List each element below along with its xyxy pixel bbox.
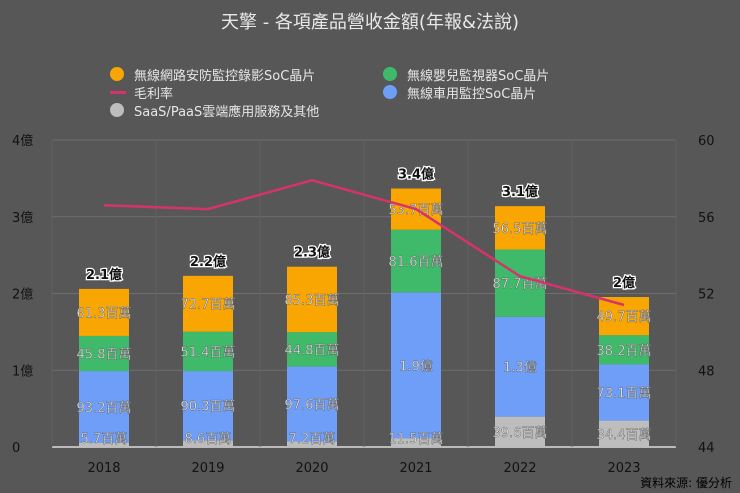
bar-data-label: 11.5百萬 bbox=[389, 432, 444, 447]
bar-data-label: 39.6百萬 bbox=[493, 426, 548, 441]
bar-data-label: 5.7百萬 bbox=[81, 432, 128, 447]
y-left-tick-label: 0 bbox=[12, 441, 20, 456]
legend-dot-icon bbox=[383, 85, 397, 99]
bar-total-label: 2.1億 bbox=[86, 267, 122, 283]
bar-segment bbox=[495, 416, 545, 447]
bar-segment bbox=[287, 366, 337, 442]
bar-total-label: 2.3億 bbox=[294, 245, 330, 261]
source-note: 資料來源: 優分析 bbox=[640, 476, 732, 490]
bar-total-label: 2億 bbox=[613, 275, 635, 291]
bar-data-label: 85.3百萬 bbox=[285, 293, 340, 308]
y-right-tick-label: 60 bbox=[698, 134, 715, 149]
bar-segment bbox=[599, 364, 649, 421]
bar-segment bbox=[79, 335, 129, 372]
bar-segment bbox=[79, 442, 129, 447]
y-left-tick-label: 2億 bbox=[12, 287, 33, 303]
legend-dot-icon bbox=[110, 103, 124, 117]
bar-data-label: 90.3百萬 bbox=[181, 400, 236, 415]
bar-data-label: 7.2百萬 bbox=[289, 432, 336, 447]
x-tick-label: 2020 bbox=[295, 461, 328, 476]
legend-item-margin: 毛利率 bbox=[110, 82, 173, 102]
bar-segment bbox=[287, 441, 337, 447]
bar-data-label: 56.5百萬 bbox=[493, 222, 548, 237]
bar-segment bbox=[183, 371, 233, 441]
bar-segment bbox=[183, 440, 233, 447]
bar-data-label: 97.6百萬 bbox=[285, 398, 340, 413]
legend-item-surveillance: 無線網路安防監控錄影SoC晶片 bbox=[110, 64, 315, 84]
bar-data-label: 61.3百萬 bbox=[77, 306, 132, 321]
bar-data-label: 1.3億 bbox=[503, 360, 537, 376]
x-tick-label: 2023 bbox=[607, 461, 640, 476]
bar-data-label: 53.7百萬 bbox=[389, 203, 444, 218]
bar-data-label: 73.1百萬 bbox=[597, 387, 652, 402]
bar-segment bbox=[495, 316, 545, 417]
bar-data-label: 49.7百萬 bbox=[597, 310, 652, 325]
legend-item-baby-monitor: 無線嬰兒監視器SoC晶片 bbox=[383, 64, 549, 84]
bar-data-label: 1.9億 bbox=[399, 358, 433, 374]
bar-data-label: 38.2百萬 bbox=[597, 344, 652, 359]
x-tick-label: 2018 bbox=[87, 461, 120, 476]
y-right-tick-label: 44 bbox=[698, 441, 715, 456]
legend-dot-icon bbox=[110, 67, 124, 81]
bar-total-label: 2.2億 bbox=[190, 254, 226, 270]
bar-segment bbox=[495, 249, 545, 317]
y-right-tick-label: 56 bbox=[698, 211, 715, 226]
bar-total-label: 3.4億 bbox=[398, 167, 434, 183]
legend-label: 無線嬰兒監視器SoC晶片 bbox=[407, 68, 550, 84]
legend-line-icon bbox=[110, 90, 126, 94]
y-left-tick-label: 4億 bbox=[12, 133, 33, 149]
bar-segment bbox=[599, 335, 649, 365]
bar-segment bbox=[391, 229, 441, 293]
bar-data-label: 93.2百萬 bbox=[77, 401, 132, 416]
y-right-tick-label: 48 bbox=[698, 364, 715, 379]
legend-dot-icon bbox=[383, 67, 397, 81]
bar-data-label: 45.8百萬 bbox=[77, 348, 132, 363]
bar-segment bbox=[79, 288, 129, 336]
bar-segment bbox=[391, 438, 441, 447]
bar-data-label: 8.6百萬 bbox=[185, 432, 232, 447]
bar-segment bbox=[495, 206, 545, 250]
bar-data-label: 81.6百萬 bbox=[389, 255, 444, 270]
x-tick-label: 2019 bbox=[191, 461, 224, 476]
legend-label: 無線網路安防監控錄影SoC晶片 bbox=[134, 68, 316, 84]
legend-item-car: 無線車用監控SoC晶片 bbox=[383, 82, 536, 102]
legend-label: SaaS/PaaS雲端應用服務及其他 bbox=[134, 104, 320, 120]
bar-segment bbox=[287, 266, 337, 333]
legend-label: 毛利率 bbox=[134, 86, 174, 102]
bar-segment bbox=[183, 331, 233, 372]
legend-item-saas: SaaS/PaaS雲端應用服務及其他 bbox=[110, 100, 319, 120]
bar-data-label: 51.4百萬 bbox=[181, 345, 236, 360]
bar-data-label: 34.4百萬 bbox=[597, 428, 652, 443]
bar-segment bbox=[391, 292, 441, 439]
bar-segment bbox=[183, 275, 233, 332]
bar-segment bbox=[79, 371, 129, 443]
bar-data-label: 72.7百萬 bbox=[181, 298, 236, 313]
legend-label: 無線車用監控SoC晶片 bbox=[407, 86, 537, 102]
y-right-tick-label: 52 bbox=[698, 288, 715, 303]
bar-segment bbox=[599, 420, 649, 447]
bar-segment bbox=[599, 297, 649, 336]
bar-data-label: 87.7百萬 bbox=[493, 277, 548, 292]
gross-margin-line bbox=[103, 178, 625, 307]
y-left-tick-label: 3億 bbox=[12, 210, 33, 226]
bar-data-label: 44.8百萬 bbox=[285, 343, 340, 358]
x-tick-label: 2022 bbox=[503, 461, 536, 476]
chart-title: 天擎 - 各項產品營收金額(年報&法說) bbox=[220, 12, 520, 33]
bar-total-label: 3.1億 bbox=[502, 184, 538, 200]
y-left-tick-label: 1億 bbox=[12, 363, 33, 379]
x-tick-label: 2021 bbox=[399, 461, 432, 476]
bar-segment bbox=[287, 332, 337, 367]
